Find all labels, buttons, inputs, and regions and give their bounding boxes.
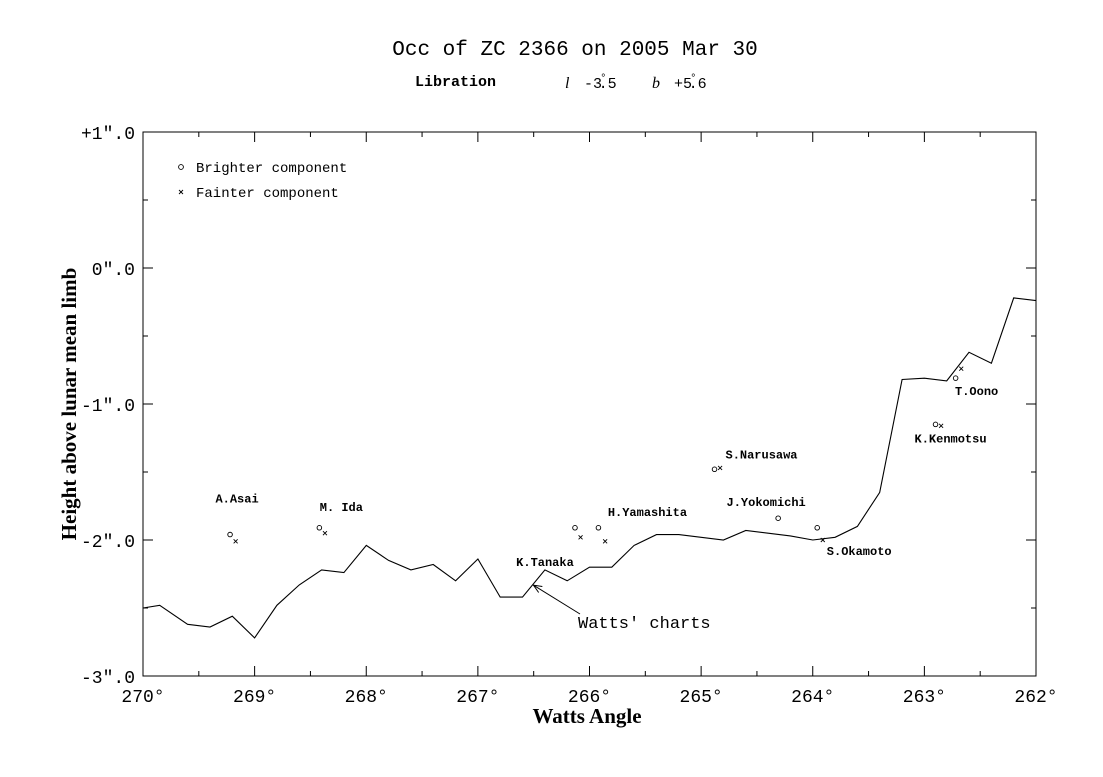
annotation-watts-charts: Watts' charts [578,615,711,634]
faint-component-marker [578,534,583,540]
faint-component-marker [958,366,964,371]
x-tick-label: 268° [345,688,388,708]
legend-bright-marker [178,164,184,170]
annotation-arrow-head [532,584,543,593]
series-line-watts-charts [142,297,1037,639]
observer-label: K.Kenmotsu [915,432,987,446]
x-tick-label: 267° [456,688,499,708]
x-tick-label: 266° [568,688,611,708]
x-axis-label: Watts Angle [532,704,641,728]
observer-label: S.Okamoto [827,545,892,559]
x-tick-label: 263° [903,688,946,708]
libration-b-value: +5°.6 [674,73,707,93]
legend: Brighter component Fainter component [178,161,347,202]
legend-faint-label: Fainter component [196,186,339,202]
faint-component-marker [602,539,608,544]
y-tick-label: -3".0 [81,669,135,689]
bright-component-marker [227,531,233,538]
axis-ticks: 270° 269° 268° 267° 266° 265° 264° 263° 262° +1".… [81,125,1058,708]
plot-frame [142,131,1037,677]
y-axis-label: Height above lunar mean limb [57,268,81,541]
x-tick-label: 264° [791,688,834,708]
faint-component-marker [233,539,238,544]
legend-faint-marker [178,189,184,195]
bright-component-marker [595,525,602,531]
y-tick-label: -1".0 [81,397,135,417]
bright-component-marker [711,466,718,473]
libration-b-symbol: b [652,75,660,92]
libration-l-value: -3°.5 [584,73,617,93]
observer-label: A.Asai [215,493,258,507]
bright-component-marker [316,525,323,531]
bright-component-marker [775,515,781,521]
bright-component-marker [572,525,578,531]
faint-component-marker [717,465,723,471]
bright-component-marker [952,375,959,381]
legend-bright-label: Brighter component [196,161,347,177]
bright-component-marker [932,421,939,428]
observer-label: K.Tanaka [516,556,574,570]
faint-component-marker [820,537,826,543]
bright-component-marker [814,525,820,531]
annotation-layer: Watts' charts [532,584,711,634]
series-layer [142,297,1037,639]
libration-l-symbol: l [565,75,570,92]
observations-layer: A.Asai M. Ida K.Tanaka H.Yamashita S.Narusaw… [215,366,998,570]
observer-label: J.Yokomichi [727,496,806,510]
x-tick-label: 269° [233,688,276,708]
faint-component-marker [938,423,944,429]
annotation-arrow-line [533,584,581,615]
faint-component-marker [322,530,328,536]
y-tick-label: 0".0 [92,261,135,281]
y-tick-label: +1".0 [81,125,135,145]
observer-label: M. Ida [320,501,363,515]
observer-label: H.Yamashita [608,506,687,520]
x-tick-label: 270° [121,688,164,708]
observer-label: S.Narusawa [726,448,798,462]
x-tick-label: 265° [680,688,723,708]
observer-label: T.Oono [955,385,998,399]
x-tick-label: 262° [1014,688,1057,708]
y-tick-label: -2".0 [81,533,135,553]
chart-title: Occ of ZC 2366 on 2005 Mar 30 [392,39,757,62]
libration-label: Libration [415,74,496,91]
